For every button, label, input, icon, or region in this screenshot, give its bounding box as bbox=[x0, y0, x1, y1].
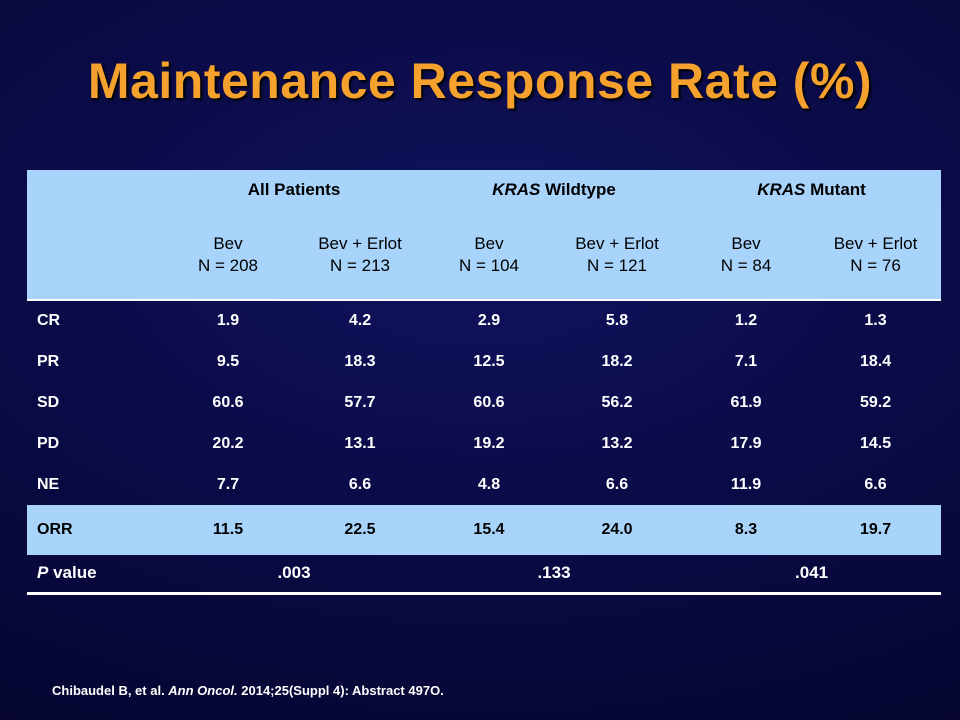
group-header-all-patients: All Patients bbox=[162, 170, 426, 210]
group-prefix: KRAS bbox=[757, 180, 806, 199]
column-header: Bev + Erlot N = 213 bbox=[294, 210, 426, 300]
table-cell: 5.8 bbox=[605, 312, 629, 329]
row-label: CR bbox=[37, 312, 61, 329]
group-header-row: All Patients KRAS Wildtype KRAS Mutant bbox=[27, 170, 942, 210]
table-cell: 20.2 bbox=[212, 434, 244, 452]
row-label: P value bbox=[27, 555, 162, 593]
column-arm: Bev bbox=[474, 233, 504, 253]
group-label: All Patients bbox=[247, 180, 341, 199]
column-arm: Bev + Erlot bbox=[318, 233, 402, 253]
p-label-italic: P bbox=[37, 563, 49, 583]
column-n: N = 121 bbox=[587, 255, 648, 275]
column-header: Bev N = 104 bbox=[426, 210, 552, 300]
group-label: Wildtype bbox=[540, 180, 616, 199]
column-arm: Bev + Erlot bbox=[833, 233, 918, 253]
p-value-cell: .003 bbox=[277, 563, 311, 583]
table-cell: 24.0 bbox=[601, 521, 633, 538]
column-n: N = 76 bbox=[850, 255, 901, 275]
table-cell: 17.9 bbox=[730, 434, 762, 452]
column-header: Bev + Erlot N = 121 bbox=[552, 210, 682, 300]
group-header-kras-mutant: KRAS Mutant bbox=[682, 170, 941, 210]
table-cell: 14.5 bbox=[859, 434, 892, 452]
table-row: NE 7.7 6.6 4.8 6.6 11.9 6.6 bbox=[27, 464, 941, 505]
column-n: N = 213 bbox=[329, 255, 390, 275]
group-prefix: KRAS bbox=[492, 180, 541, 199]
column-arm: Bev bbox=[731, 233, 761, 253]
table-cell: 1.3 bbox=[864, 312, 887, 329]
response-rate-table: All Patients KRAS Wildtype KRAS Mutant B… bbox=[27, 170, 942, 595]
table-row: PR 9.5 18.3 12.5 18.2 7.1 18.4 bbox=[27, 341, 941, 382]
column-header: Bev N = 84 bbox=[682, 210, 810, 300]
table-cell: 18.2 bbox=[601, 352, 633, 370]
citation: Chibaudel B, et al. Ann Oncol. 2014;25(S… bbox=[52, 683, 444, 698]
citation-authors: Chibaudel B, et al. bbox=[52, 683, 169, 698]
column-arm: Bev bbox=[213, 233, 243, 253]
column-arm: Bev + Erlot bbox=[575, 233, 659, 253]
citation-rest: 2014;25(Suppl 4): Abstract 497O. bbox=[237, 683, 444, 698]
table-cell: 19.2 bbox=[473, 434, 505, 452]
orr-row: ORR 11.5 22.5 15.4 24.0 8.3 19.7 bbox=[27, 505, 942, 555]
slide-title: Maintenance Response Rate (%) bbox=[87, 53, 873, 109]
table-cell: 11.9 bbox=[730, 475, 762, 493]
column-header: Bev + Erlot N = 76 bbox=[810, 210, 941, 300]
table-cell: 18.4 bbox=[859, 352, 892, 370]
column-header: Bev N = 208 bbox=[162, 210, 294, 300]
table-cell: 1.9 bbox=[216, 312, 240, 329]
p-value-row: P value .003 .133 .041 bbox=[27, 555, 942, 593]
table-cell: 6.6 bbox=[605, 475, 629, 493]
column-n: N = 84 bbox=[720, 255, 772, 275]
table-cell: 12.5 bbox=[473, 352, 505, 370]
column-header-row: Bev N = 208 Bev + Erlot N = 213 Bev N = 104… bbox=[27, 210, 942, 300]
table-cell: 22.5 bbox=[344, 521, 376, 538]
p-value-cell: .133 bbox=[537, 563, 571, 583]
column-n: N = 104 bbox=[458, 255, 519, 275]
table-cell: 57.7 bbox=[344, 393, 376, 411]
header-empty-cell bbox=[27, 210, 162, 300]
citation-journal: Ann Oncol. bbox=[168, 683, 238, 698]
group-label: Mutant bbox=[805, 180, 866, 199]
table-cell: 19.7 bbox=[859, 521, 892, 538]
group-header-kras-wildtype: KRAS Wildtype bbox=[426, 170, 682, 210]
row-label: PR bbox=[37, 352, 60, 370]
p-value-cell: .041 bbox=[794, 563, 829, 583]
table-cell: 59.2 bbox=[859, 393, 892, 411]
table-cell: 6.6 bbox=[864, 475, 887, 493]
table-cell: 13.1 bbox=[344, 434, 376, 452]
row-label: SD bbox=[37, 393, 60, 411]
table-row: SD 60.6 57.7 60.6 56.2 61.9 59.2 bbox=[27, 382, 941, 423]
row-label: PD bbox=[37, 434, 60, 452]
table-cell: 1.2 bbox=[734, 312, 758, 329]
table-cell: 60.6 bbox=[212, 393, 244, 411]
table-cell: 9.5 bbox=[216, 352, 240, 370]
table-cell: 56.2 bbox=[601, 393, 633, 411]
table-row: CR 1.9 4.2 2.9 5.8 1.2 1.3 bbox=[27, 300, 941, 341]
table-cell: 6.6 bbox=[348, 475, 372, 493]
row-label: ORR bbox=[37, 521, 73, 538]
table-cell: 15.4 bbox=[473, 521, 505, 538]
table-cell: 11.5 bbox=[212, 521, 244, 538]
table-cell: 18.3 bbox=[344, 352, 376, 370]
table-cell: 7.7 bbox=[216, 475, 240, 493]
table-cell: 60.6 bbox=[473, 393, 505, 411]
column-n: N = 208 bbox=[197, 255, 258, 275]
table-cell: 8.3 bbox=[734, 521, 758, 538]
table-cell: 7.1 bbox=[734, 352, 758, 370]
row-label: NE bbox=[37, 475, 60, 493]
table-cell: 4.8 bbox=[477, 475, 501, 493]
table-cell: 61.9 bbox=[730, 393, 762, 411]
table-row: PD 20.2 13.1 19.2 13.2 17.9 14.5 bbox=[27, 423, 941, 464]
table-cell: 13.2 bbox=[601, 434, 633, 452]
table-cell: 2.9 bbox=[477, 312, 501, 329]
p-label-rest: value bbox=[48, 563, 97, 583]
header-empty-cell bbox=[27, 170, 162, 210]
table-cell: 4.2 bbox=[348, 312, 372, 329]
